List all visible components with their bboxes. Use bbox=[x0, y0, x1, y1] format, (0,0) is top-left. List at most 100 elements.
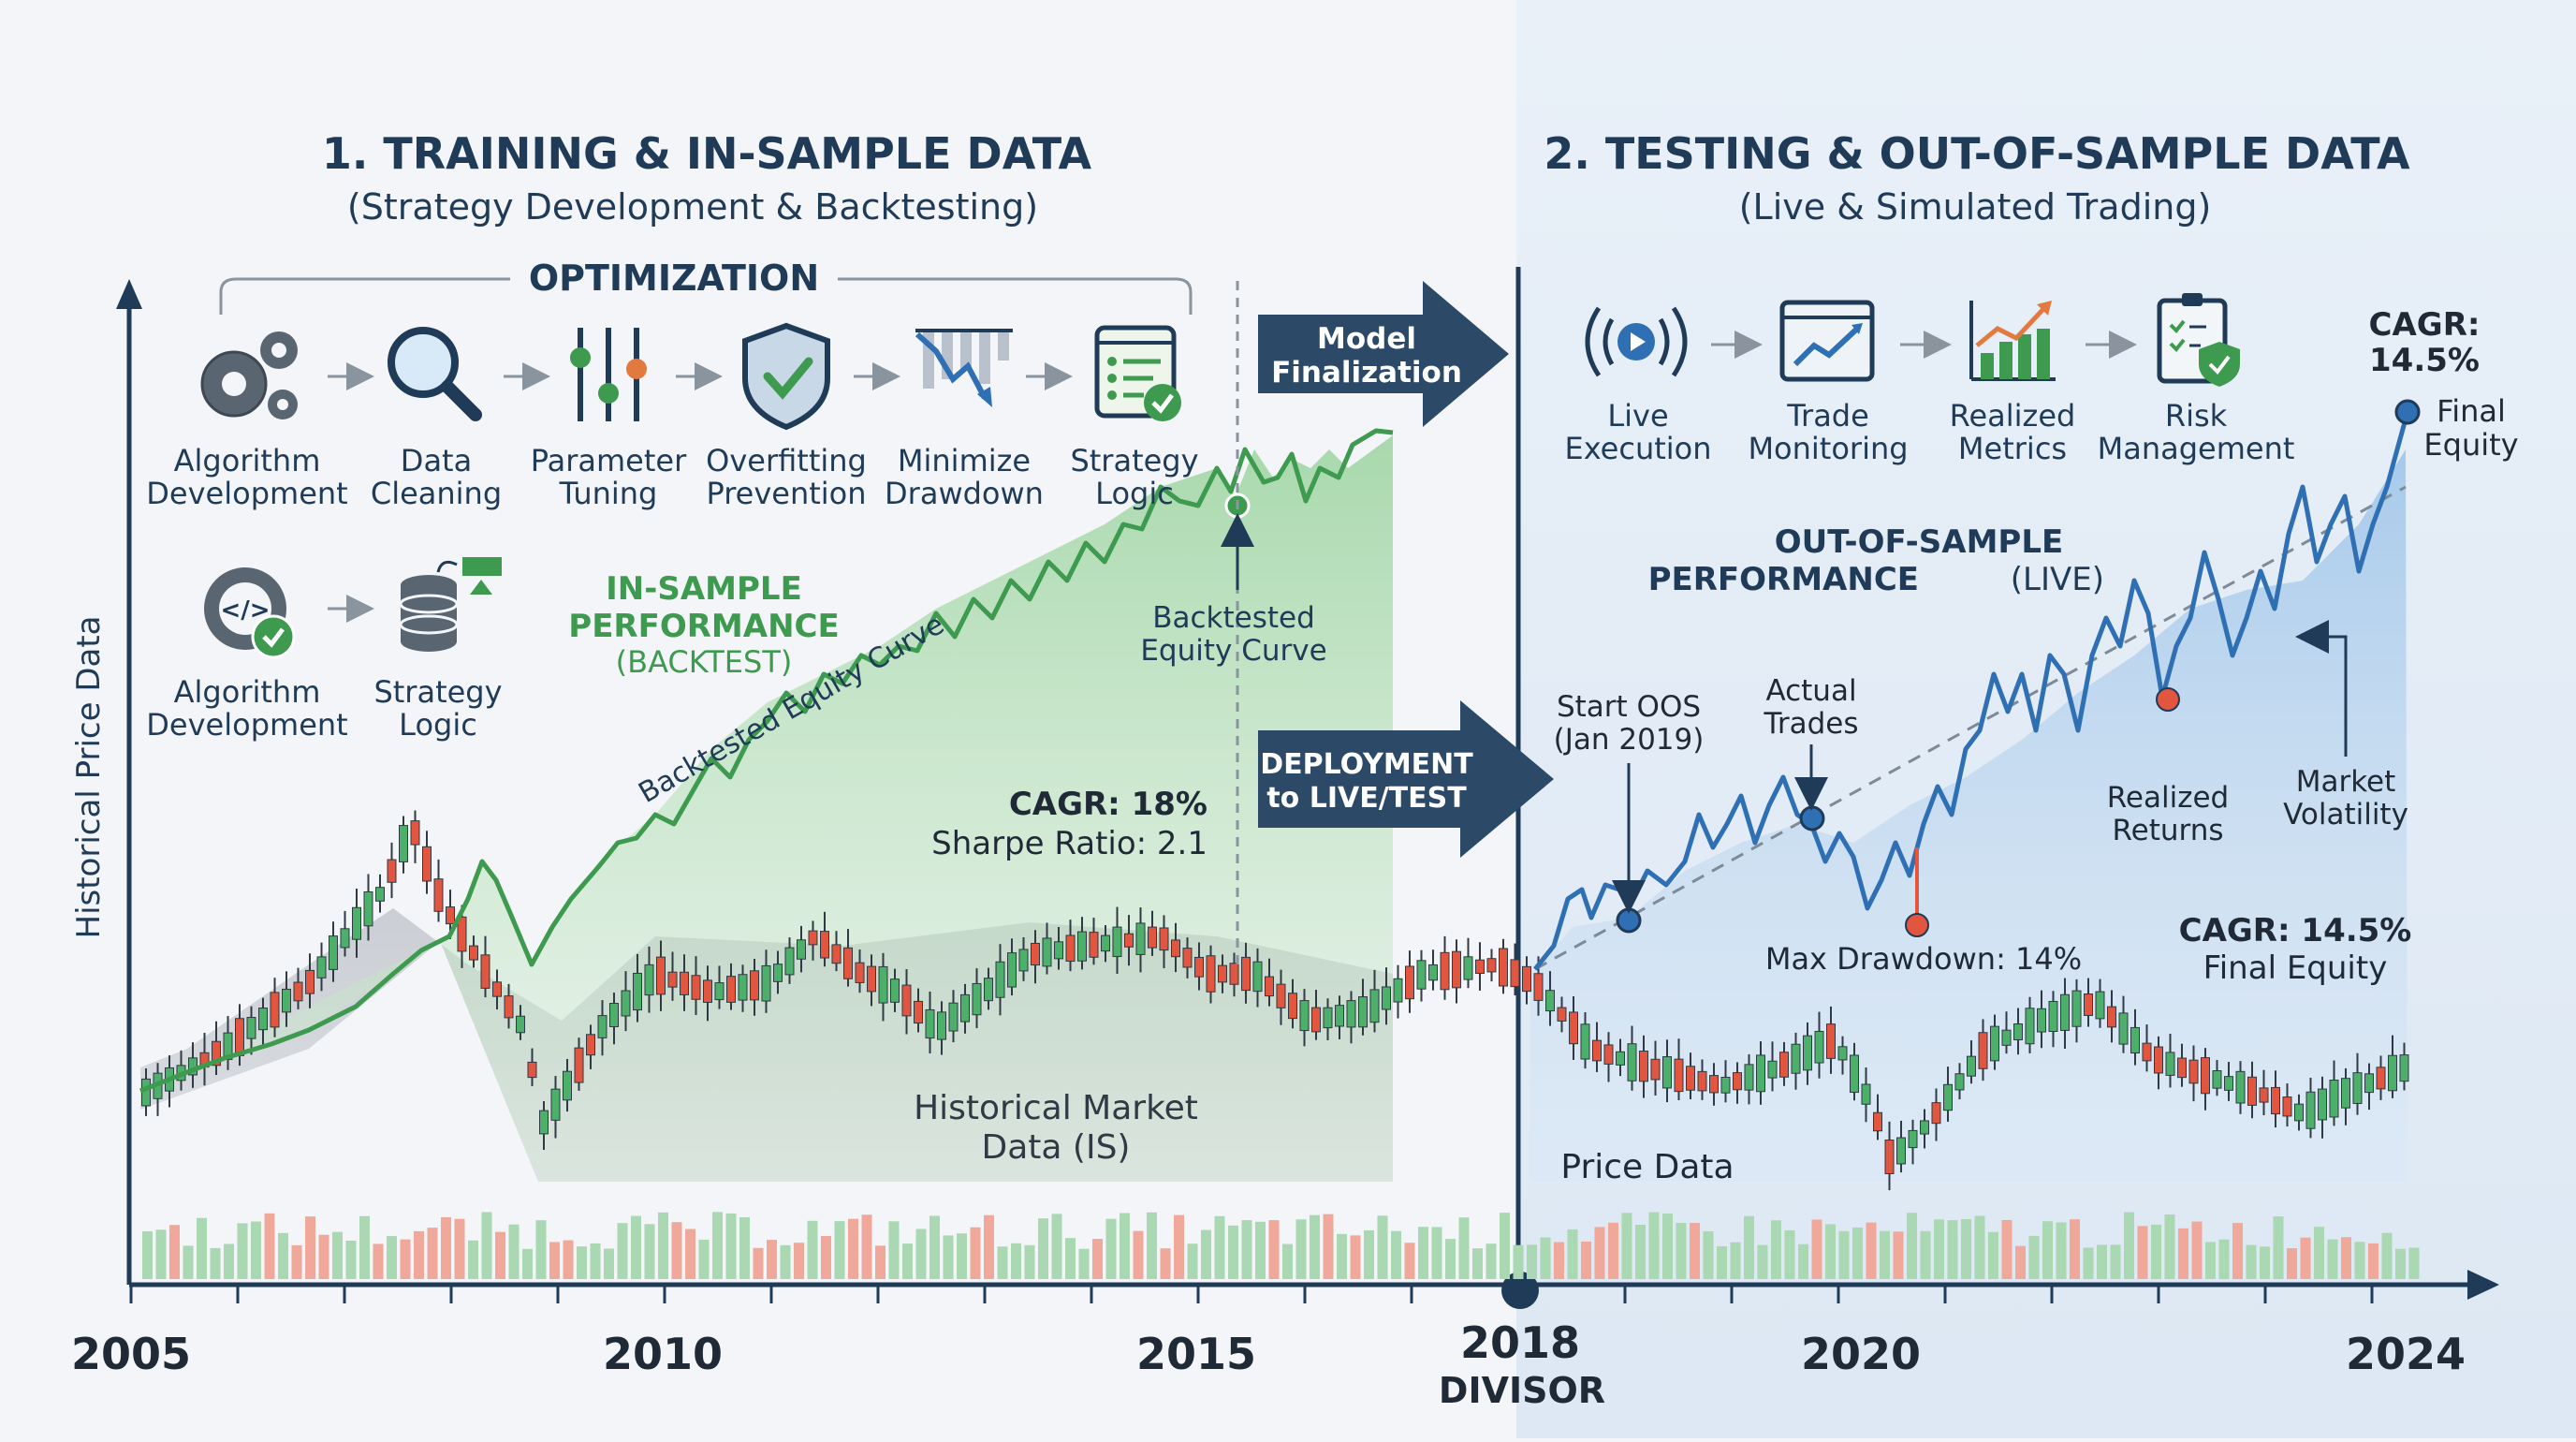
volume-bar bbox=[861, 1214, 872, 1279]
volume-bar bbox=[1621, 1213, 1632, 1279]
volume-bar bbox=[1337, 1233, 1347, 1279]
volume-bar bbox=[848, 1218, 858, 1279]
candlestick-down bbox=[1440, 935, 1450, 1000]
model-finalization-line1: Model bbox=[1317, 322, 1416, 356]
volume-bar bbox=[2070, 1219, 2080, 1279]
candlestick-down bbox=[586, 1024, 595, 1069]
candlestick-down bbox=[1288, 978, 1297, 1029]
volume-bar bbox=[1540, 1237, 1551, 1279]
candlestick-down bbox=[901, 969, 912, 1035]
candlestick-up bbox=[1346, 991, 1356, 1044]
volume-bar bbox=[2381, 1232, 2393, 1279]
candlestick-down bbox=[2247, 1061, 2257, 1119]
volume-bar bbox=[169, 1225, 180, 1279]
volume-bar bbox=[481, 1212, 492, 1279]
step-label-line1: Strategy bbox=[373, 674, 502, 710]
volume-bar bbox=[794, 1243, 804, 1279]
candlestick-up bbox=[1463, 937, 1473, 989]
realized-returns-label-line1: Realized bbox=[2107, 781, 2229, 815]
optimization-label: OPTIMIZATION bbox=[529, 258, 819, 299]
step-arrows bbox=[328, 362, 1073, 623]
volume-bar bbox=[2001, 1219, 2012, 1279]
volume-bar bbox=[685, 1229, 695, 1279]
volume-bar bbox=[251, 1221, 261, 1279]
volume-bar bbox=[264, 1213, 275, 1279]
deployment-line2: to LIVE/TEST bbox=[1266, 782, 1467, 815]
candlestick-down bbox=[808, 920, 818, 961]
historical-data-label-line2: Data (IS) bbox=[982, 1128, 1131, 1167]
volume-bar bbox=[1662, 1214, 1673, 1279]
volume-bars bbox=[142, 1212, 2420, 1279]
volume-bar bbox=[2218, 1239, 2230, 1279]
volume-bar bbox=[1350, 1235, 1361, 1279]
candlestick-up bbox=[1791, 1032, 1801, 1090]
candlestick-down bbox=[1733, 1062, 1742, 1104]
volume-bar bbox=[1594, 1227, 1605, 1279]
start-oos-label-line2: (Jan 2019) bbox=[1554, 723, 1705, 757]
candlestick-up bbox=[1803, 1022, 1812, 1085]
oos-step-label-line1: Risk bbox=[2165, 398, 2228, 434]
start-oos-label-line1: Start OOS bbox=[1557, 690, 1701, 724]
candlestick-up bbox=[1908, 1119, 1918, 1165]
volume-bar bbox=[1852, 1227, 1863, 1279]
volume-bar bbox=[549, 1242, 560, 1279]
volume-bar bbox=[2314, 1227, 2324, 1279]
volume-bar bbox=[1920, 1230, 1931, 1279]
candlestick-down bbox=[1592, 1022, 1602, 1072]
candlestick-up bbox=[1252, 948, 1263, 1008]
oos-step-label-line2: Metrics bbox=[1958, 431, 2067, 466]
volume-bar bbox=[1147, 1212, 1157, 1279]
volume-bar bbox=[183, 1245, 194, 1279]
volume-bar bbox=[1078, 1248, 1090, 1279]
volume-bar bbox=[1771, 1220, 1781, 1279]
candlestick-up bbox=[2235, 1061, 2246, 1114]
volume-bar bbox=[1120, 1213, 1130, 1279]
volume-bar bbox=[1187, 1243, 1198, 1279]
left-section-title: 1. TRAINING & IN-SAMPLE DATA bbox=[322, 128, 1092, 179]
checklist-window-icon bbox=[1094, 325, 1181, 421]
step-label-line2: Tuning bbox=[559, 476, 658, 511]
market-volatility-label-line2: Volatility bbox=[2283, 798, 2408, 831]
volume-bar bbox=[237, 1223, 248, 1279]
volume-bar bbox=[2097, 1244, 2107, 1279]
candlestick-up bbox=[1428, 949, 1438, 991]
volume-bar bbox=[753, 1247, 764, 1279]
final-equity-bottom: Final Equity bbox=[2203, 949, 2388, 987]
candlestick-up bbox=[1943, 1067, 1953, 1122]
volume-bar bbox=[1431, 1227, 1442, 1279]
candlestick-up bbox=[1662, 1039, 1672, 1103]
candlestick-up bbox=[609, 993, 619, 1045]
clipboard-shield-icon bbox=[2157, 293, 2240, 387]
volume-bar bbox=[1295, 1219, 1307, 1279]
candlestick-up bbox=[2364, 1063, 2374, 1111]
volume-bar bbox=[197, 1217, 207, 1279]
candlestick-up bbox=[1545, 971, 1555, 1026]
volume-bar bbox=[1282, 1243, 1293, 1279]
candlestick-up bbox=[1077, 917, 1087, 970]
volume-bar bbox=[1377, 1215, 1388, 1279]
candlestick-down bbox=[1241, 942, 1251, 1004]
candlestick-down bbox=[1826, 1006, 1836, 1074]
candlestick-up bbox=[375, 874, 385, 913]
candlestick-down bbox=[1674, 1038, 1684, 1100]
candlestick-up bbox=[960, 983, 970, 1034]
oos-cagr-top-line2: 14.5% bbox=[2369, 342, 2480, 379]
deployment-arrow: DEPLOYMENT to LIVE/TEST bbox=[1258, 700, 1554, 858]
candlestick-up bbox=[2399, 1042, 2409, 1091]
candlestick-down bbox=[293, 967, 303, 1009]
right-section-subtitle: (Live & Simulated Trading) bbox=[1739, 186, 2212, 228]
in-sample-cagr: CAGR: 18% bbox=[1009, 786, 1208, 823]
candlestick-down bbox=[1486, 949, 1497, 982]
volume-bar bbox=[522, 1248, 533, 1279]
candlestick-down bbox=[2154, 1036, 2163, 1090]
candlestick-down bbox=[1639, 1035, 1648, 1098]
actual-trades-label-line2: Trades bbox=[1763, 707, 1858, 741]
volume-bar bbox=[1418, 1227, 1428, 1279]
step-label-line1: Minimize bbox=[898, 443, 1031, 478]
candlestick-down bbox=[1148, 910, 1157, 956]
oos-step-label-line2: Monitoring bbox=[1748, 431, 1908, 466]
volume-bar bbox=[1554, 1242, 1564, 1279]
candlestick-up bbox=[1323, 998, 1333, 1041]
candlestick-down bbox=[387, 842, 397, 899]
volume-bar bbox=[767, 1240, 777, 1279]
